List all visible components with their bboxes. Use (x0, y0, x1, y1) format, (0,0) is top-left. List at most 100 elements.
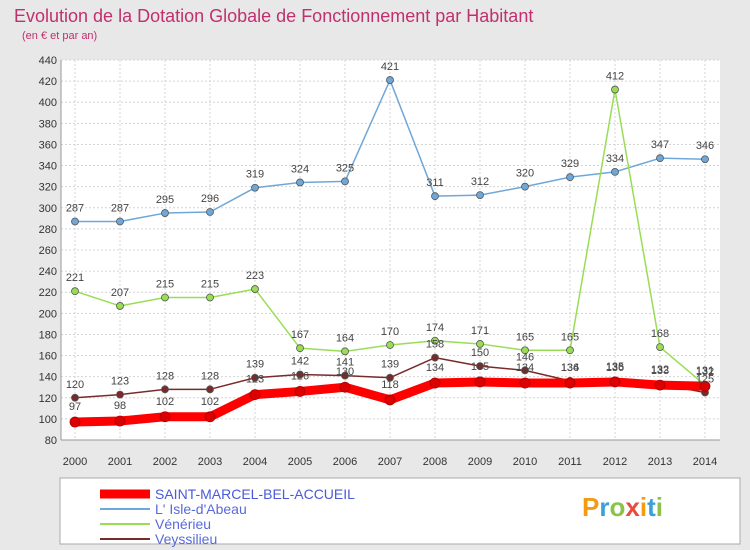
data-label: 126 (291, 370, 309, 382)
legend-label: Vénérieu (155, 516, 211, 532)
x-tick-label: 2005 (288, 456, 312, 468)
data-label: 102 (201, 396, 219, 408)
data-label: 167 (291, 329, 309, 341)
data-label: 295 (156, 194, 174, 206)
series-point (431, 336, 439, 345)
series-point (161, 385, 169, 394)
series-point (521, 346, 529, 355)
series-point (341, 177, 349, 186)
data-label: 165 (516, 331, 534, 343)
x-tick-label: 2011 (558, 456, 582, 468)
data-label: 329 (561, 158, 579, 170)
y-tick-label: 360 (39, 139, 57, 151)
y-tick-label: 160 (39, 351, 57, 363)
data-label: 120 (66, 379, 84, 391)
y-tick-label: 320 (39, 182, 57, 194)
series-point (519, 377, 531, 389)
data-label: 334 (606, 153, 624, 165)
data-label: 97 (69, 401, 81, 413)
data-label: 421 (381, 61, 399, 73)
series-point (656, 343, 664, 352)
data-label: 347 (651, 139, 669, 151)
x-tick-label: 2013 (648, 456, 672, 468)
series-point (476, 191, 484, 200)
data-label: 125 (696, 374, 714, 386)
data-label: 287 (111, 203, 129, 215)
data-label: 158 (426, 339, 444, 351)
data-label: 132 (696, 366, 714, 378)
series-point (206, 293, 214, 302)
series-point (476, 340, 484, 348)
data-label: 311 (426, 177, 444, 189)
series-point (116, 390, 124, 399)
series-point (564, 377, 576, 389)
y-tick-label: 200 (39, 308, 57, 320)
y-tick-label: 380 (39, 118, 57, 130)
series-point (159, 411, 171, 423)
series-point (339, 381, 351, 393)
data-label: 215 (156, 279, 174, 291)
series-point (431, 353, 439, 362)
data-label: 132 (651, 364, 669, 376)
series-point (251, 373, 259, 382)
series-point (566, 346, 574, 355)
data-label: 123 (246, 374, 264, 386)
data-label: 141 (336, 357, 354, 369)
data-label: 171 (471, 325, 489, 337)
x-tick-label: 2014 (693, 456, 717, 468)
x-tick-label: 2000 (63, 456, 87, 468)
proxiti-logo: Proxiti (582, 492, 663, 522)
data-label: 136 (606, 362, 624, 374)
series-point (609, 376, 621, 388)
series-point (521, 366, 529, 375)
series-point (71, 287, 79, 296)
data-label: 215 (201, 279, 219, 291)
data-label: 131 (696, 365, 714, 377)
axes: 80 100 120 140 160 180 200 220 240 260 280 300 320 34… (39, 55, 720, 468)
grid (61, 59, 720, 441)
data-label: 128 (201, 370, 219, 382)
series-point (386, 341, 394, 349)
x-tick-label: 2003 (198, 456, 222, 468)
x-tick-label: 2002 (153, 456, 177, 468)
data-label: 102 (156, 396, 174, 408)
series-point (611, 167, 619, 176)
series-point (116, 302, 124, 310)
x-tick-label: 2004 (243, 456, 267, 468)
data-label: 150 (471, 347, 489, 359)
data-label: 346 (696, 140, 714, 152)
y-tick-label: 300 (39, 203, 57, 215)
data-label: 221 (66, 272, 84, 284)
data-label: 135 (471, 361, 489, 373)
y-tick-label: 340 (39, 161, 57, 173)
data-label: 134 (426, 362, 444, 374)
x-tick-label: 2006 (333, 456, 357, 468)
data-label: 142 (291, 356, 309, 368)
data-label: 324 (291, 163, 309, 175)
y-tick-label: 180 (39, 329, 57, 341)
series-point (294, 386, 306, 397)
y-tick-label: 280 (39, 224, 57, 236)
data-label: 412 (606, 71, 624, 83)
legend-box (59, 477, 741, 545)
y-tick-label: 240 (39, 266, 57, 278)
series-point (251, 183, 259, 192)
data-label: 320 (516, 168, 534, 180)
data-label: 118 (381, 379, 399, 391)
series-point (566, 173, 574, 182)
series-point (296, 178, 304, 187)
series-point (654, 379, 666, 391)
y-tick-label: 400 (39, 97, 57, 109)
data-label: 139 (381, 359, 399, 371)
series-point (611, 85, 619, 94)
y-tick-label: 220 (39, 287, 57, 299)
series-point (249, 389, 261, 401)
series-point (521, 182, 529, 191)
data-label: 168 (651, 328, 669, 340)
x-tick-label: 2010 (513, 456, 537, 468)
y-tick-label: 260 (39, 245, 57, 257)
y-tick-label: 420 (39, 76, 57, 88)
chart-subtitle: (en € et par an) (22, 30, 97, 42)
